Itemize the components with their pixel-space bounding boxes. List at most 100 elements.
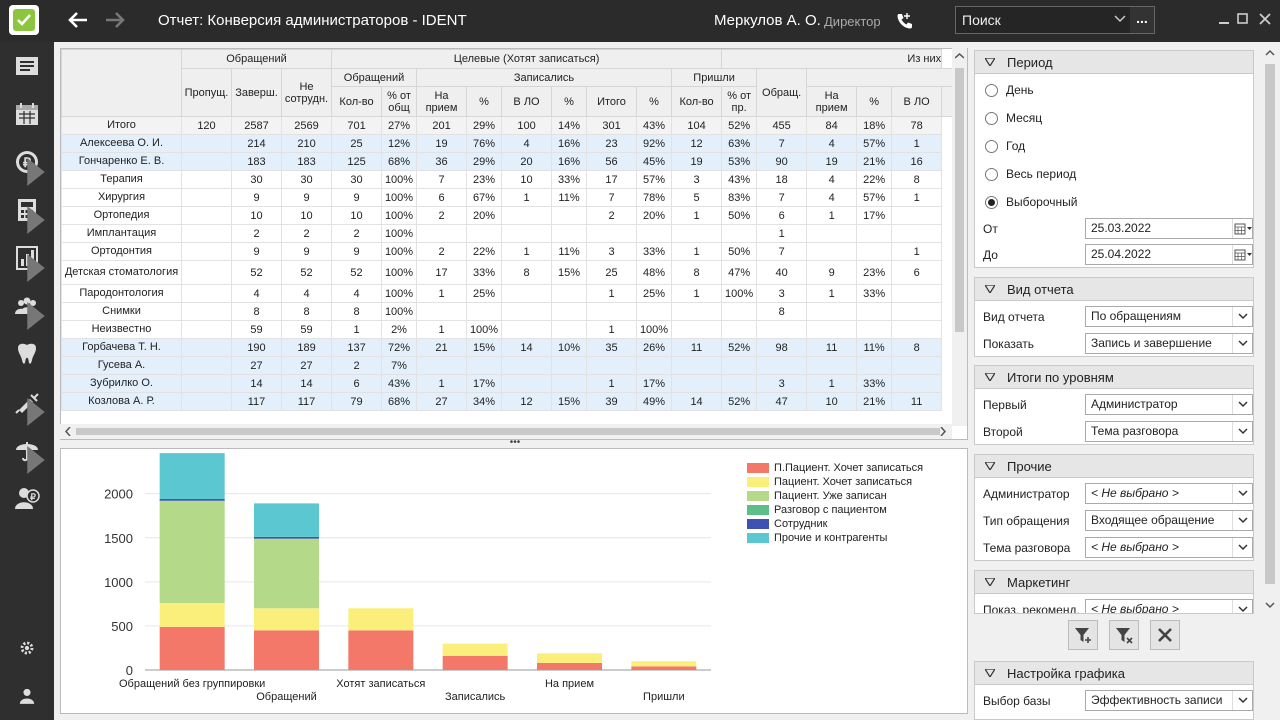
header-col[interactable]: Заверш. [231,68,282,117]
header-col[interactable]: В ЛО [501,86,553,117]
radio-custom[interactable]: Выборочный [985,195,1077,209]
bar-segment[interactable] [254,538,319,609]
radio-button[interactable] [985,167,998,181]
bar-segment[interactable] [442,655,508,670]
sidebar-item-treatment[interactable] [0,380,54,426]
forward-arrow-icon[interactable] [102,8,128,32]
base-select[interactable]: Эффективность записи [1085,690,1253,711]
splitter-handle[interactable]: ••• [509,437,521,448]
search-input[interactable] [956,7,1106,33]
radio-year[interactable]: Год [985,139,1025,153]
table-row[interactable]: Алексеева О. И. 214 210 25 12% 19 76% 4 16% 23 92%… [61,134,968,153]
apply-filter-button[interactable] [1068,620,1098,650]
table-row[interactable]: Хирургия 9 9 9 100% 6 67% 1 11% 7 78% 5 83% 7 4 57% 1 [61,188,968,207]
grid-vertical-scrollbar[interactable] [952,48,967,426]
sidebar-item-calendar[interactable] [0,92,54,136]
calendar-picker-icon[interactable] [1234,249,1252,261]
scroll-up-icon[interactable] [955,52,964,61]
table-row[interactable]: Ортопедия 10 10 10 100% 2 20% 2 20% 1 50% 6 1 17% [61,206,968,225]
legend-item[interactable]: П.Пациент. Хочет записаться [747,461,923,475]
sidebar-item-payments[interactable]: ₽ [0,140,54,186]
user-name[interactable]: Меркулов А. О. [714,12,821,29]
bar-segment[interactable] [348,608,414,631]
maximize-icon[interactable] [1236,12,1250,26]
table-row[interactable]: Пародонтология 4 4 4 100% 1 25% 1 25% 1 100% 3 1 33% [61,284,968,303]
sidebar-item-insurance[interactable] [0,428,54,474]
date-from-field[interactable]: 25.03.2022 [1085,218,1253,239]
bar-segment[interactable] [537,662,602,670]
bar-segment[interactable] [442,643,508,656]
appeal-type-select[interactable]: Входящее обращение [1085,510,1253,531]
date-to-field[interactable]: 25.04.2022 [1085,244,1253,265]
admin-select[interactable]: < Не выбрано > [1085,483,1253,504]
bar-segment[interactable] [537,653,602,663]
radio-button[interactable] [985,83,998,97]
chevron-down-icon[interactable] [1113,12,1127,26]
section-header-levels[interactable]: Итоги по уровням [974,365,1254,389]
sidebar-item-settings[interactable] [0,626,54,670]
bar-segment[interactable] [254,536,319,539]
close-icon[interactable] [1258,12,1272,26]
search-more-button[interactable]: ... [1130,7,1154,33]
scroll-down-icon[interactable] [1265,601,1275,609]
radio-month[interactable]: Месяц [985,111,1042,125]
bar-segment[interactable] [159,453,225,499]
sidebar-item-consult[interactable]: ₽ [0,476,54,520]
table-row[interactable]: Гончаренко Е. В. 183 183 125 68% 36 29% 20 16% 56… [61,152,968,171]
header-col[interactable]: % от общ [381,86,418,117]
table-row[interactable]: Терапия 30 30 30 100% 7 23% 10 33% 17 57% 3 43% 18 4 22… [61,170,968,189]
section-header-period[interactable]: Период [974,50,1254,74]
sidebar-item-user[interactable] [0,674,54,718]
calendar-picker-icon[interactable] [1234,223,1252,235]
scroll-thumb[interactable] [955,68,964,332]
bar-segment[interactable] [254,608,319,631]
header-col[interactable]: % [636,86,673,117]
header-col[interactable]: Пропущ. [181,68,232,117]
recommend-select[interactable]: < Не выбрано > [1085,599,1253,613]
back-arrow-icon[interactable] [65,8,91,32]
radio-button[interactable] [985,139,998,153]
legend-item[interactable]: Разговор с пациентом [747,503,923,517]
section-header-view[interactable]: Вид отчета [974,277,1254,301]
sidebar-item-report[interactable] [0,44,54,88]
topic-select[interactable]: < Не выбрано > [1085,537,1253,558]
header-col[interactable]: % от пр. [721,86,758,117]
header-col[interactable]: На прием [806,86,858,117]
section-header-other[interactable]: Прочие [974,454,1254,478]
reset-button[interactable] [1150,620,1180,650]
section-header-chart-settings[interactable]: Настройка графика [974,661,1254,685]
bar-segment[interactable] [631,661,697,667]
bar-segment[interactable] [159,498,225,501]
table-row[interactable]: Снимки 8 8 8 100% 8 [61,302,968,321]
header-col[interactable]: Кол-во [331,86,383,117]
header-col[interactable]: Обращ. [756,68,808,117]
bar-segment[interactable] [159,626,225,670]
bar-segment[interactable] [159,500,225,603]
table-row[interactable]: Гусева А. 27 27 2 7% [61,356,968,375]
bar-segment[interactable] [631,666,697,670]
bar-segment[interactable] [254,503,319,537]
minimize-icon[interactable] [1217,12,1231,26]
table-row[interactable]: Имплантация 2 2 2 100% 1 [61,224,968,243]
phone-icon[interactable] [895,11,915,31]
radio-button-selected[interactable] [985,195,998,209]
bar-segment[interactable] [159,602,225,627]
table-row[interactable]: Детская стоматология 52 52 52 100% 17 33% 8 15% 2… [61,260,968,285]
second-level-select[interactable]: Тема разговора [1085,421,1253,442]
sidebar-item-patients[interactable] [0,284,54,330]
header-col[interactable]: % [856,86,893,117]
scroll-right-icon[interactable] [938,427,947,436]
first-level-select[interactable]: Администратор [1085,394,1253,415]
radio-button[interactable] [985,111,998,125]
sidebar-item-calculator[interactable] [0,188,54,234]
show-select[interactable]: Запись и завершение [1085,333,1253,354]
grid-horizontal-scrollbar[interactable] [60,424,952,439]
header-col[interactable]: % [551,86,588,117]
table-row[interactable]: Ортодонтия 9 9 9 100% 2 22% 1 11% 3 33% 1 50% 7 1 [61,242,968,261]
scroll-thumb[interactable] [1265,64,1275,584]
scroll-up-icon[interactable] [1265,49,1275,57]
table-row[interactable]: Козлова А. Р. 117 117 79 68% 27 34% 12 15% 39 49% 1… [61,392,968,411]
header-col[interactable]: В ЛО [891,86,943,117]
total-row[interactable]: Итого 120 2587 2569 701 27% 201 29% 100 14% 301 43%… [61,116,968,135]
radio-all-period[interactable]: Весь период [985,167,1076,181]
